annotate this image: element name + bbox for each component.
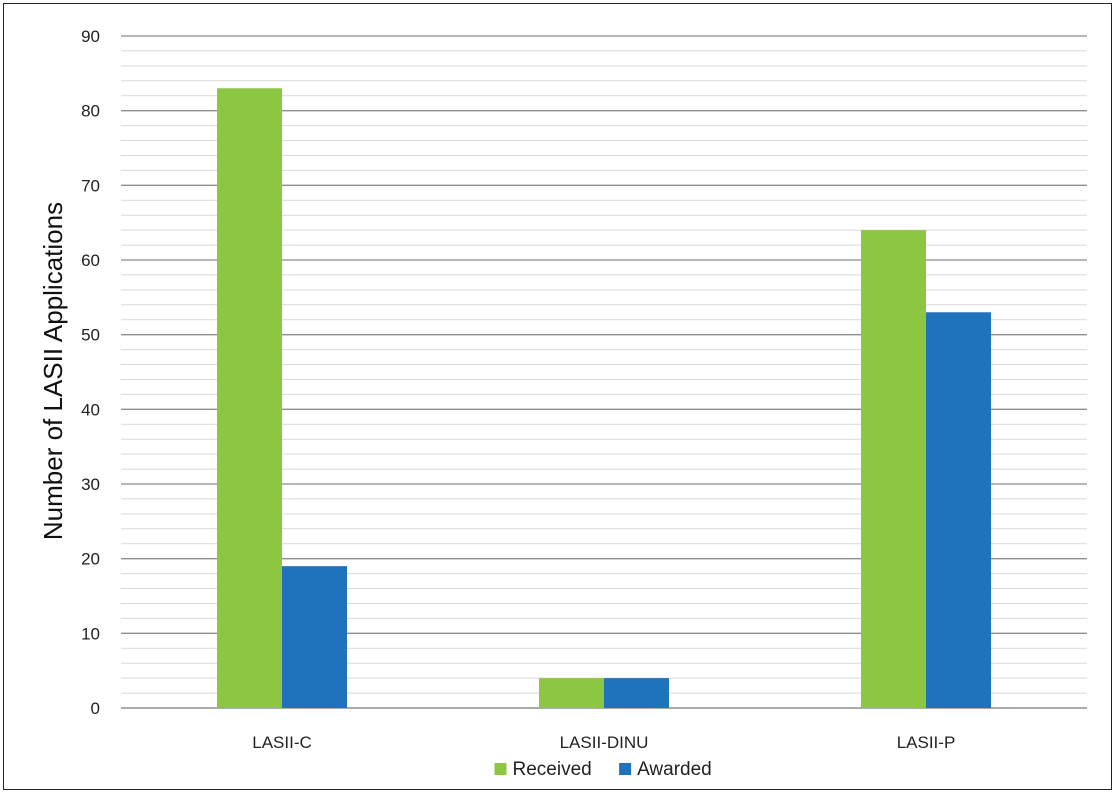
bar-awarded-lasii-p (926, 312, 991, 708)
y-tick-label: 70 (81, 176, 100, 195)
bar-received-lasii-dinu (539, 678, 604, 708)
y-tick-label: 20 (81, 550, 100, 569)
legend: Received Awarded (494, 759, 712, 780)
chart-frame: 0 10 20 30 40 50 60 70 80 90 LASII-C LASII-DINU LAS… (3, 3, 1112, 790)
y-tick-label: 60 (81, 251, 100, 270)
x-axis-labels: LASII-C LASII-DINU LASII-P (252, 733, 955, 752)
y-tick-label: 80 (81, 102, 100, 121)
y-tick-label: 30 (81, 475, 100, 494)
y-tick-label: 50 (81, 326, 100, 345)
y-axis-ticks: 0 10 20 30 40 50 60 70 80 90 (81, 27, 100, 718)
legend-label-received: Received (513, 759, 592, 780)
x-tick-label: LASII-C (252, 733, 312, 752)
y-tick-label: 40 (81, 400, 100, 419)
bar-awarded-lasii-c (282, 566, 347, 708)
y-tick-label: 90 (81, 27, 100, 46)
bar-received-lasii-c (217, 88, 282, 709)
bars (217, 88, 991, 709)
y-tick-label: 10 (81, 624, 100, 643)
legend-swatch-awarded (619, 763, 632, 775)
y-tick-label: 0 (91, 699, 100, 718)
x-tick-label: LASII-DINU (560, 733, 649, 752)
legend-swatch-received (494, 763, 507, 775)
x-tick-label: LASII-P (897, 733, 956, 752)
y-axis-title: Number of LASII Applications (38, 202, 68, 540)
bar-awarded-lasii-dinu (604, 678, 669, 708)
legend-label-awarded: Awarded (637, 759, 712, 780)
bar-received-lasii-p (861, 230, 926, 708)
